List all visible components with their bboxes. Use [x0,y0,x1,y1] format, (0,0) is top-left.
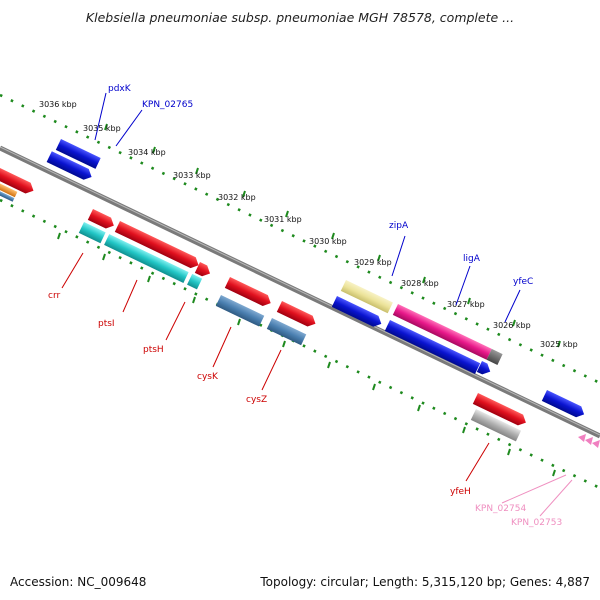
label-ptsH[interactable]: ptsH [143,345,164,355]
gene-KPN_02754-chevrons[interactable] [578,434,600,448]
kbp-scale: 3036 kbp 3035 kbp 3034 kbp 3033 kbp 3032… [39,100,578,349]
gene-ptsH[interactable] [194,262,213,279]
label-zipA[interactable]: zipA [389,221,409,231]
gene-cyan-long[interactable] [104,234,189,283]
kbp-label: 3030 kbp [309,237,347,246]
kbp-label: 3029 kbp [354,258,392,267]
gene-cysZ[interactable] [266,318,307,346]
label-KPN_02753[interactable]: KPN_02753 [511,518,562,528]
label-ligA[interactable]: ligA [463,254,481,264]
label-KPN_02754[interactable]: KPN_02754 [475,504,526,514]
gene-cysK[interactable] [215,295,265,327]
kbp-label: 3035 kbp [83,124,121,133]
gene-cyan-short[interactable] [187,273,203,290]
gene-blue-ligA[interactable] [384,320,481,375]
kbp-label: 3031 kbp [264,215,302,224]
label-KPN_02765[interactable]: KPN_02765 [142,100,193,110]
gene-red-cysZ[interactable] [276,301,318,329]
gene-blue-right-edge[interactable] [541,390,587,420]
gene-ptsI[interactable] [114,221,201,271]
accession-text: Accession: NC_009648 [10,575,147,589]
label-pdxK[interactable]: pdxK [108,84,132,94]
kbp-label: 3034 kbp [128,148,166,157]
kbp-label: 3032 kbp [218,193,256,202]
gene-features [0,139,600,448]
label-yfeH[interactable]: yfeH [450,487,471,497]
label-yfeC[interactable]: yfeC [513,277,533,287]
kbp-label: 3027 kbp [447,300,485,309]
kbp-label: 3036 kbp [39,100,77,109]
gene-ligA[interactable] [392,304,492,360]
label-crr[interactable]: crr [48,291,60,301]
map-title: Klebsiella pneumoniae subsp. pneumoniae … [85,10,515,25]
gene-red-small[interactable] [87,209,117,231]
gene-red-yfeH[interactable] [472,393,529,428]
kbp-label: 3025 kbp [540,340,578,349]
major-ticks [57,123,561,477]
genome-summary-text: Topology: circular; Length: 5,315,120 bp… [260,575,590,589]
kbp-label: 3026 kbp [493,321,531,330]
gene-red-cysK[interactable] [224,277,273,309]
gene-crr[interactable] [78,222,106,244]
gene-pdxK[interactable] [55,139,101,169]
label-cysK[interactable]: cysK [197,372,219,382]
label-ptsI[interactable]: ptsI [98,319,115,329]
gene-red-left-edge[interactable] [0,155,36,196]
gene-KPN_02765[interactable] [46,151,95,182]
gene-yfeC[interactable] [486,348,503,365]
kbp-label: 3028 kbp [401,279,439,288]
label-cysZ[interactable]: cysZ [246,395,267,405]
gene-yfeH[interactable] [470,409,522,442]
gene-labels: pdxK KPN_02765 zipA ligA yfeC crr ptsI p… [48,84,562,528]
label-leaders [61,92,573,517]
gene-blue-zipA[interactable] [331,296,384,329]
gene-zipA[interactable] [340,280,393,314]
gene-steel-left-edge[interactable] [0,173,15,202]
kbp-label: 3033 kbp [173,171,211,180]
genome-backbone [0,145,600,439]
gene-blue-small[interactable] [476,361,493,377]
gene-orange-left-edge[interactable] [0,167,18,198]
